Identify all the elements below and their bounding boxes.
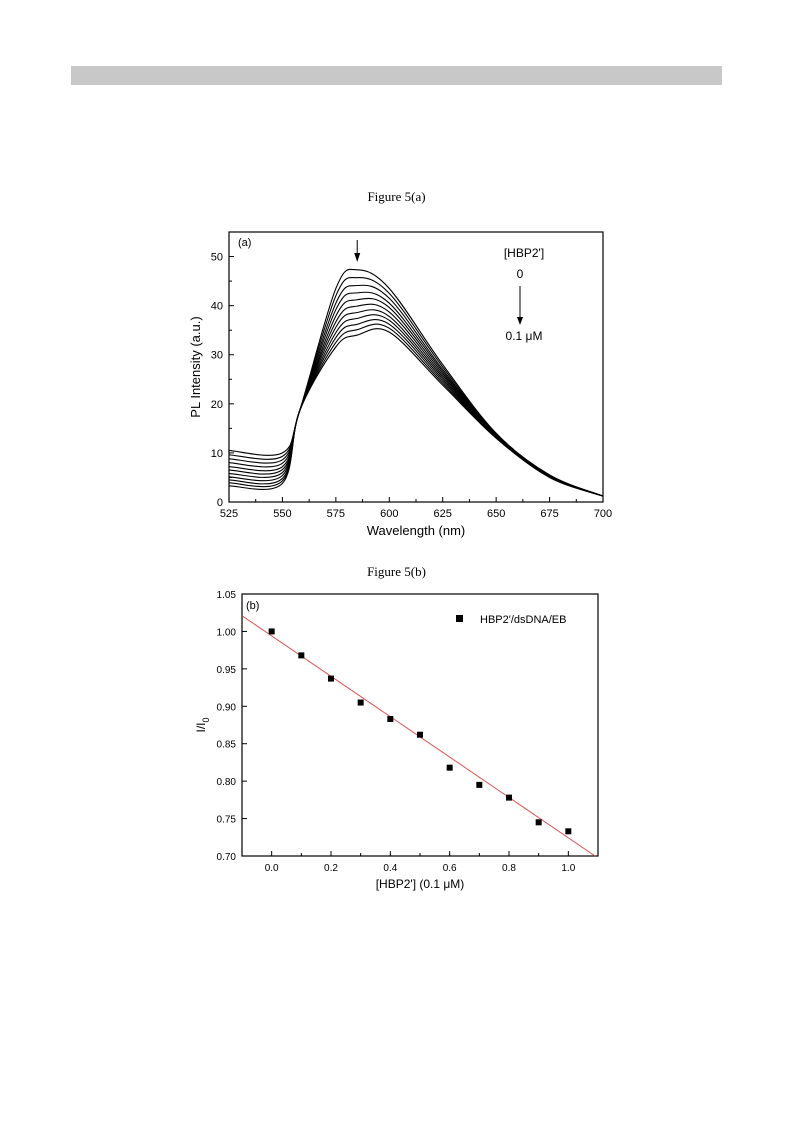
figure-b-caption: Figure 5(b) bbox=[367, 564, 426, 579]
data-point bbox=[446, 764, 453, 771]
x-tick-label: 0.6 bbox=[443, 863, 457, 874]
data-point bbox=[535, 819, 542, 826]
x-tick-label: 625 bbox=[434, 508, 452, 520]
data-point bbox=[328, 675, 334, 682]
x-tick-label: 0.0 bbox=[265, 863, 279, 874]
y-tick-label: 20 bbox=[211, 399, 223, 411]
legend-arrow-head bbox=[517, 317, 523, 325]
y-axis-label-main: I/I bbox=[194, 723, 208, 733]
y-tick-label: 10 bbox=[211, 448, 223, 460]
x-axis-label: Wavelength (nm) bbox=[367, 523, 466, 538]
x-tick-label: 675 bbox=[540, 508, 558, 520]
data-point bbox=[506, 794, 512, 801]
x-tick-label: 525 bbox=[220, 508, 238, 520]
data-point bbox=[476, 781, 483, 788]
panel-label: (a) bbox=[238, 237, 251, 249]
header-bar bbox=[71, 66, 722, 85]
x-tick-label: 0.2 bbox=[324, 863, 338, 874]
y-tick-label: 0.90 bbox=[217, 702, 237, 713]
y-tick-label: 0 bbox=[217, 497, 223, 509]
data-point bbox=[357, 699, 364, 706]
spectrum-line bbox=[228, 268, 604, 497]
spectrum-line bbox=[228, 309, 604, 497]
y-tick-label: 0.75 bbox=[217, 815, 237, 826]
data-point bbox=[565, 828, 572, 835]
data-point bbox=[268, 628, 275, 635]
x-tick-label: 650 bbox=[487, 508, 505, 520]
data-point bbox=[387, 716, 394, 723]
legend-end-label: 0.1 μM bbox=[506, 329, 543, 343]
x-tick-label: 1.0 bbox=[561, 863, 575, 874]
y-axis-label-subscript: 0 bbox=[201, 717, 211, 722]
y-axis-label: I/I0 bbox=[194, 717, 211, 732]
y-tick-label: 40 bbox=[211, 301, 223, 313]
plot-frame bbox=[241, 593, 599, 857]
y-tick-label: 1.05 bbox=[217, 590, 237, 601]
x-axis-label: [HBP2'] (0.1 μM) bbox=[376, 877, 465, 891]
chart-b: 0.0 0.2 0.4 0.6 0.8 1.0 0.70 0.75 0.80 0.85 0.90 0.… bbox=[194, 590, 599, 891]
x-tick-label: 600 bbox=[380, 508, 398, 520]
spectrum-line bbox=[228, 291, 604, 497]
legend-entry: HBP2'/dsDNA/EB bbox=[480, 614, 566, 626]
legend-title: [HBP2'] bbox=[504, 246, 544, 260]
peak-arrow-head bbox=[354, 253, 361, 262]
y-tick-label: 30 bbox=[211, 350, 223, 362]
panel-label: (b) bbox=[246, 600, 259, 612]
x-tick-label: 700 bbox=[594, 508, 612, 520]
y-tick-label: 0.70 bbox=[217, 852, 237, 863]
y-tick-label: 1.00 bbox=[217, 627, 237, 638]
x-tick-label: 550 bbox=[273, 508, 291, 520]
x-tick-label: 0.4 bbox=[383, 863, 397, 874]
x-tick-label: 575 bbox=[327, 508, 345, 520]
legend-marker bbox=[456, 615, 463, 622]
data-point bbox=[417, 731, 423, 738]
x-tick-label: 0.8 bbox=[502, 863, 516, 874]
chart-a: 525 550 575 600 625 650 675 700 0 10 20 30 40 50 Wavel… bbox=[188, 231, 612, 538]
y-axis-label: PL Intensity (a.u.) bbox=[188, 316, 203, 417]
data-point bbox=[298, 652, 305, 659]
y-tick-label: 0.80 bbox=[217, 777, 237, 788]
y-tick-label: 0.85 bbox=[217, 740, 237, 751]
y-tick-label: 0.95 bbox=[217, 665, 237, 676]
spectrum-line bbox=[228, 328, 604, 497]
figure-a-caption: Figure 5(a) bbox=[367, 189, 426, 204]
legend-start-label: 0 bbox=[517, 267, 524, 281]
y-tick-label: 50 bbox=[211, 252, 223, 264]
